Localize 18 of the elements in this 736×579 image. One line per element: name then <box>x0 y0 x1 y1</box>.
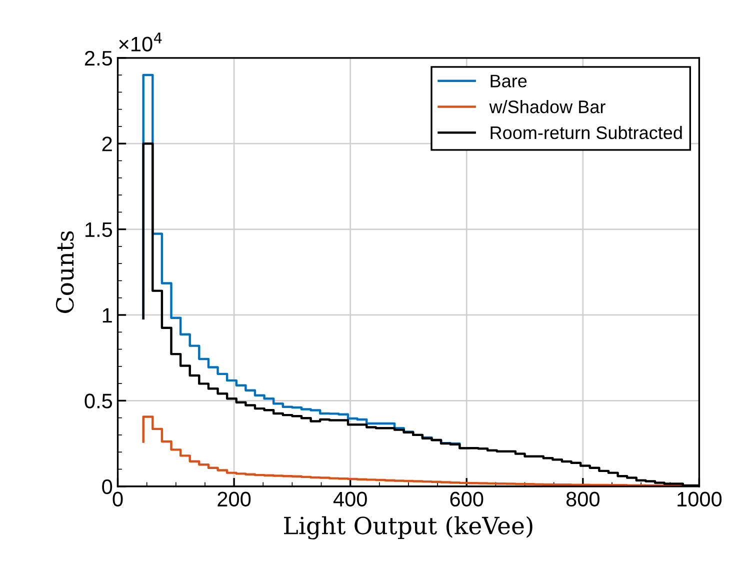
x-tick-label: 800 <box>566 492 600 507</box>
y-tick-label: 1.5 <box>86 222 112 238</box>
x-tick-label: 200 <box>218 492 251 507</box>
y-axis-title: Counts <box>56 231 74 313</box>
x-axis-title: Light Output (keVee) <box>284 516 532 540</box>
y-tick-label: 2 <box>102 136 112 152</box>
text: ×10$^{4}$ <box>119 32 162 52</box>
y-tick-label: 0 <box>102 479 112 494</box>
x-tick-label: 1000 <box>678 492 722 507</box>
y-tick-label: 1 <box>102 308 112 323</box>
x-tick-label: 400 <box>333 492 367 507</box>
y-tick-label: 0.5 <box>84 394 112 408</box>
y-tick-label: 2.5 <box>84 50 112 66</box>
legend-label: Room-return Subtracted <box>490 126 682 140</box>
x-tick-label: 600 <box>450 492 484 507</box>
legend-label: Bare <box>490 74 527 88</box>
x-tick-label: 0 <box>112 492 123 507</box>
legend-label: w/Shadow Bar <box>489 100 606 114</box>
